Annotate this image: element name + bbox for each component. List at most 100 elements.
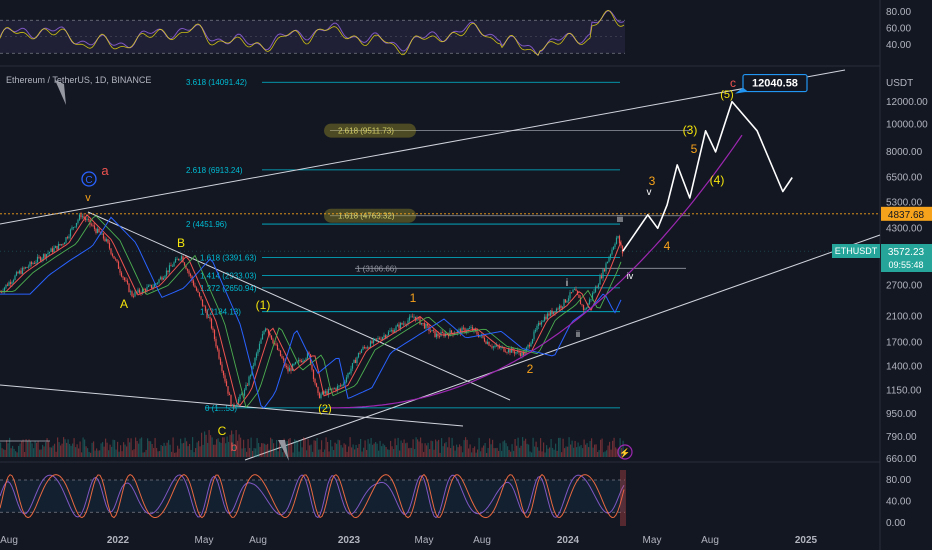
volume-bar [309,445,311,457]
volume-bar [505,443,507,457]
volume-bar [549,447,551,457]
volume-bar [268,449,270,457]
candle-body [617,236,619,238]
candle-body [569,292,571,299]
volume-bar [87,448,89,457]
volume-bar [613,437,615,457]
volume-bar [382,443,384,457]
candle-body [180,256,183,260]
candle-body [23,267,25,269]
volume-bar [37,441,39,457]
volume-bar [568,437,570,457]
volume-bar [175,452,177,457]
candle-body [276,344,279,350]
candle-body [525,347,528,351]
volume-bar [456,444,458,457]
candle-body [216,346,219,350]
fib-label: 2 (4451.96) [186,220,227,229]
volume-bar [327,442,329,457]
volume-bar [42,444,44,457]
candle-body [275,343,277,345]
volume-bar [451,437,453,457]
volume-bar [28,439,30,457]
volume-bar [102,442,104,457]
volume-bar [130,438,132,457]
volume-bar [30,440,32,457]
volume-bar [592,447,594,457]
candle-body [554,311,556,313]
candle-body [485,341,487,344]
candle-body [47,253,49,255]
candle-body [45,254,48,258]
volume-bar [343,443,345,457]
volume-bar [301,447,303,457]
volume-bar [459,444,461,457]
volume-bar [156,447,158,457]
candle-body [215,338,217,347]
volume-bar [601,438,603,457]
volume-bar [385,447,387,457]
volume-bar [609,441,611,457]
wave-label: 4 [664,239,671,253]
candle-body [326,391,328,395]
volume-bar [117,441,119,457]
volume-bar [492,439,494,457]
candle-body [470,327,472,329]
candle-body [357,352,360,358]
candle-body [42,254,45,259]
volume-bar [460,446,462,457]
volume-bar [373,443,375,457]
volume-bar [318,449,320,457]
volume-bar [93,441,95,457]
volume-bar [75,447,77,457]
candle-body [129,291,132,293]
candle-body [431,329,433,332]
volume-bar [177,445,179,457]
candle-body [69,229,72,237]
volume-bar [84,439,86,457]
candle-body [486,341,489,344]
volume-bar [430,440,432,457]
volume-bar [582,448,584,457]
volume-bar [565,446,567,457]
volume-bar [91,442,93,457]
candle-body [38,256,40,258]
fib-label: 1 (3106.66) [356,264,397,273]
candle-body [342,383,345,385]
volume-bar [214,444,216,457]
volume-bar [66,442,68,457]
volume-bar [36,442,38,457]
volume-bar [564,448,566,457]
candle-body [245,384,247,390]
volume-bar [111,446,113,457]
candle-body [584,308,586,310]
volume-bar [552,447,554,457]
fib-label: 1.272 (2650.94) [200,284,257,293]
candle-body [563,299,565,307]
candle-body [176,258,178,260]
volume-bar [504,440,506,457]
volume-bar [409,447,411,457]
volume-bar [399,450,401,457]
candle-body [252,365,255,367]
volume-bar [289,437,291,457]
candle-body [111,253,114,256]
candle-body [201,299,204,306]
volume-bar [154,438,156,457]
volume-bar [588,447,590,457]
candle-body [128,283,130,293]
candle-body [605,263,607,272]
volume-bar [357,447,359,457]
volume-bar [612,440,614,457]
time-tick-label: Aug [0,535,18,546]
volume-bar [463,440,465,457]
volume-bar [148,441,150,457]
volume-bar [355,444,357,457]
candle-body [602,269,604,279]
volume-bar [579,446,581,457]
volume-bar [192,437,194,457]
candle-body [536,325,538,330]
candle-body [131,291,133,297]
volume-bar [247,439,249,457]
